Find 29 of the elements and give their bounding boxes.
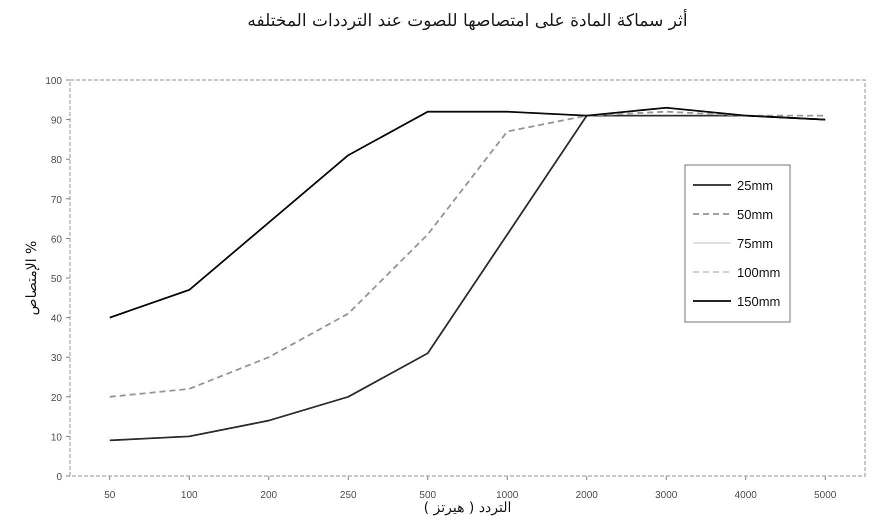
x-tick-label: 250: [340, 490, 358, 501]
legend-label: 75mm: [737, 236, 774, 251]
x-tick-label: 50: [104, 490, 116, 501]
x-tick-label: 2000: [576, 490, 598, 501]
y-axis-title: الإمتصاص %: [24, 240, 40, 316]
y-tick-label: 100: [45, 76, 62, 87]
x-tick-label: 200: [260, 490, 278, 501]
y-tick-label: 40: [50, 314, 62, 325]
chart-title: أثر سماكة المادة على امتصاصها للصوت عند الترددات المختلفه: [247, 9, 688, 31]
x-tick-label: 1000: [496, 490, 519, 501]
x-tick-label: 4000: [734, 490, 758, 501]
y-tick-label: 0: [56, 472, 62, 483]
legend-label: 50mm: [737, 207, 774, 222]
x-tick-label: 5000: [814, 490, 837, 501]
y-tick-label: 20: [50, 392, 62, 404]
x-tick-label: 100: [180, 490, 198, 501]
y-tick-label: 50: [50, 274, 62, 285]
x-axis-title: التردد ( هيرتز ): [424, 500, 512, 516]
x-tick-label: 3000: [655, 490, 678, 501]
y-tick-label: 80: [50, 155, 62, 166]
y-tick-label: 10: [50, 432, 62, 444]
y-tick-label: 30: [50, 353, 62, 364]
y-tick-label: 60: [50, 234, 62, 246]
legend-label: 150mm: [737, 294, 780, 309]
y-tick-label: 90: [50, 116, 62, 127]
legend-label: 100mm: [737, 265, 780, 280]
y-tick-label: 70: [50, 194, 62, 206]
x-tick-label: 500: [419, 490, 437, 501]
legend-label: 25mm: [737, 178, 774, 193]
